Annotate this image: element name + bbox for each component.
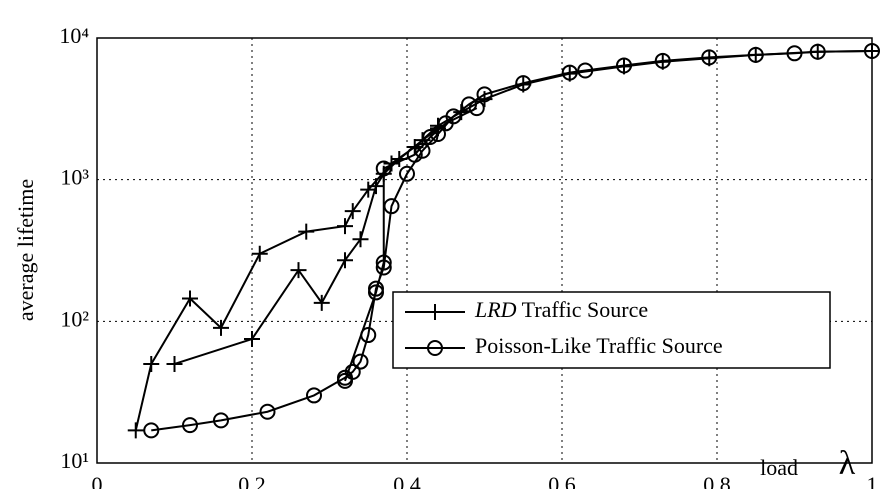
y-tick-label: 10² <box>60 306 89 331</box>
marker <box>344 203 361 220</box>
marker <box>577 62 594 79</box>
marker <box>375 259 392 276</box>
marker <box>143 355 160 372</box>
marker <box>213 319 229 336</box>
marker <box>383 198 400 215</box>
x-tick-label: 0.6 <box>548 472 576 489</box>
marker <box>166 355 183 372</box>
legend-label: Poisson-Like Traffic Source <box>475 333 723 358</box>
marker <box>344 363 361 380</box>
marker <box>406 146 423 163</box>
marker <box>352 353 369 370</box>
marker <box>399 165 415 182</box>
marker <box>298 223 315 240</box>
x-tick-label: 0.2 <box>238 472 266 489</box>
marker <box>430 126 446 143</box>
marker <box>337 372 353 389</box>
marker <box>747 46 764 63</box>
marker <box>701 49 718 66</box>
marker <box>809 43 826 60</box>
marker <box>360 181 377 198</box>
marker <box>375 254 392 271</box>
marker <box>259 403 276 420</box>
marker <box>368 178 384 195</box>
marker <box>313 294 330 311</box>
y-tick-label: 10³ <box>60 165 89 190</box>
marker <box>337 252 353 269</box>
legend-label: LRD Traffic Source <box>474 297 648 322</box>
marker <box>437 115 454 132</box>
marker <box>290 262 307 279</box>
marker <box>368 284 384 301</box>
marker <box>476 86 493 103</box>
marker <box>616 57 632 74</box>
legend-marker <box>427 304 443 320</box>
x-tick-label: 0.4 <box>393 472 421 489</box>
marker <box>375 160 392 177</box>
y-tick-label: 10⁴ <box>59 23 89 48</box>
marker <box>461 96 477 113</box>
series-line <box>134 49 873 431</box>
legend-marker <box>427 340 443 356</box>
marker <box>468 100 485 117</box>
marker <box>127 422 144 439</box>
marker <box>251 245 268 262</box>
marker <box>561 64 578 81</box>
marker <box>786 45 803 62</box>
marker <box>414 142 431 159</box>
marker <box>654 52 671 69</box>
series-line <box>151 49 873 432</box>
marker <box>422 129 439 146</box>
legend-box <box>392 291 831 369</box>
marker <box>360 327 377 344</box>
x-axis-label: load <box>760 455 798 480</box>
marker <box>864 42 880 59</box>
x-tick-label: 0 <box>92 472 103 489</box>
marker <box>306 387 322 404</box>
x-tick-label: 0.8 <box>703 472 731 489</box>
marker <box>515 75 532 92</box>
y-axis-label: average lifetime <box>13 179 38 321</box>
marker <box>244 331 260 348</box>
x-tick-label: 1 <box>867 472 878 489</box>
marker <box>182 290 198 307</box>
marker <box>337 218 353 235</box>
marker <box>213 412 229 429</box>
marker <box>182 417 198 434</box>
marker <box>352 231 369 248</box>
marker <box>143 422 160 439</box>
plot-frame <box>96 37 873 464</box>
y-tick-label: 10¹ <box>60 448 89 473</box>
